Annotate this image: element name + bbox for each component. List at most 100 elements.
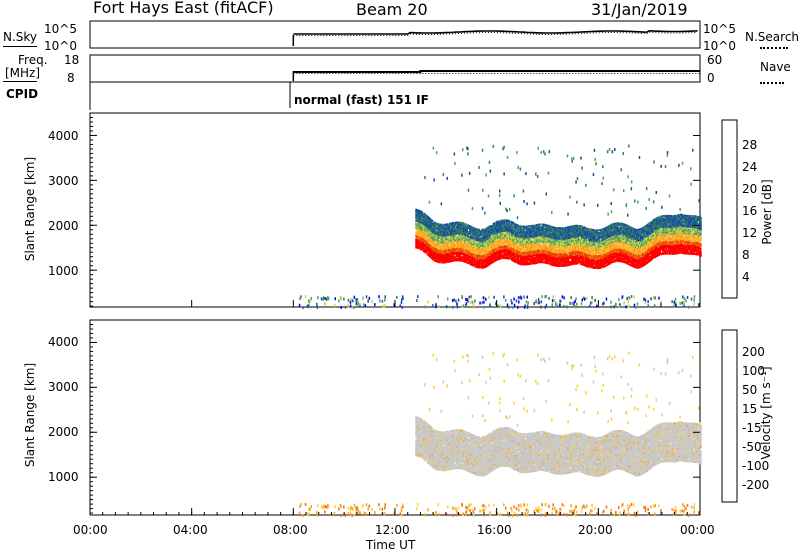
- power-cell: [477, 247, 479, 250]
- power-cell: [462, 224, 464, 227]
- power-cell: [456, 236, 458, 239]
- power-cell: [496, 243, 499, 246]
- power-cell: [461, 242, 463, 245]
- power-cell: [483, 247, 486, 250]
- power-cell: [464, 247, 466, 250]
- power-cell: [424, 213, 427, 216]
- power-cell: [463, 256, 465, 259]
- power-cell: [458, 258, 460, 260]
- power-cell: [420, 239, 423, 242]
- power-cell: [452, 247, 455, 250]
- power-cell: [456, 231, 458, 233]
- power-cell: [447, 228, 450, 231]
- power-cell: [495, 241, 498, 244]
- power-cell: [462, 243, 464, 246]
- power-cell: [415, 214, 417, 217]
- power-cell: [491, 253, 494, 256]
- power-cell: [457, 247, 459, 250]
- power-cell: [450, 226, 453, 229]
- power-cell: [416, 241, 419, 244]
- power-cell: [498, 225, 501, 228]
- power-cell: [415, 211, 417, 214]
- power-cell: [417, 214, 420, 217]
- power-cell: [463, 238, 465, 241]
- power-cell: [491, 247, 494, 250]
- power-cell: [441, 223, 444, 226]
- power-cell: [464, 240, 466, 243]
- power-cell: [467, 253, 469, 256]
- power-cell: [482, 232, 485, 235]
- power-cell: [482, 250, 485, 253]
- power-cell: [477, 236, 479, 239]
- power-cell: [499, 250, 502, 253]
- power-cell: [498, 247, 501, 249]
- power-cell: [467, 244, 469, 247]
- power-cell: [456, 259, 458, 262]
- power-cell: [459, 225, 461, 228]
- power-cell: [416, 242, 419, 245]
- power-cell: [439, 239, 442, 242]
- power-cell: [451, 222, 454, 225]
- power-cell: [449, 232, 452, 234]
- power-cell: [417, 245, 420, 248]
- power-cell: [472, 226, 474, 229]
- power-cell: [488, 243, 491, 246]
- power-cell: [493, 241, 496, 244]
- power-cell: [469, 229, 471, 232]
- power-cell: [494, 248, 497, 251]
- power-cell: [434, 231, 437, 234]
- power-cell: [419, 242, 422, 245]
- power-cell: [447, 256, 450, 259]
- power-cell: [489, 257, 492, 260]
- power-cell: [451, 238, 454, 241]
- power-cell: [480, 238, 483, 241]
- power-cell: [450, 233, 453, 236]
- power-cell: [493, 250, 496, 253]
- power-cell: [493, 227, 496, 230]
- power-cell: [426, 219, 429, 222]
- power-cell: [416, 217, 419, 220]
- power-cell: [460, 228, 462, 231]
- power-cell: [492, 245, 495, 248]
- power-cell: [420, 213, 423, 216]
- power-cell: [481, 261, 484, 264]
- power-cell: [500, 239, 503, 242]
- power-cell: [467, 241, 469, 244]
- power-cell: [430, 223, 433, 226]
- power-cell: [479, 249, 482, 252]
- power-cell: [473, 248, 475, 251]
- power-cell: [462, 258, 464, 261]
- power-cell: [454, 225, 456, 228]
- power-cell: [491, 229, 494, 231]
- power-cell: [452, 257, 455, 259]
- power-cell: [418, 231, 421, 234]
- power-cell: [479, 238, 482, 241]
- power-cell: [440, 256, 443, 259]
- power-cell: [427, 227, 430, 230]
- power-cell: [450, 225, 453, 227]
- power-cell: [495, 232, 498, 234]
- power-cell: [467, 255, 469, 258]
- power-cell: [461, 253, 463, 255]
- power-cell: [442, 238, 445, 241]
- power-cell: [473, 251, 475, 254]
- power-cell: [468, 239, 470, 242]
- power-cell: [495, 244, 498, 247]
- power-cell: [448, 256, 451, 259]
- power-cell: [435, 250, 438, 253]
- power-cell: [461, 251, 463, 254]
- power-cell: [436, 259, 439, 262]
- power-cell: [423, 215, 426, 218]
- power-cell: [430, 235, 433, 238]
- power-cell: [458, 247, 460, 250]
- power-cell: [427, 235, 430, 238]
- power-cell: [499, 240, 502, 242]
- power-cell: [450, 260, 453, 263]
- power-cell: [447, 242, 450, 244]
- power-cell: [495, 253, 498, 256]
- power-cell: [432, 233, 435, 236]
- power-cell: [428, 226, 431, 229]
- power-cell: [460, 225, 462, 228]
- power-cell: [423, 239, 426, 242]
- power-cell: [487, 231, 490, 234]
